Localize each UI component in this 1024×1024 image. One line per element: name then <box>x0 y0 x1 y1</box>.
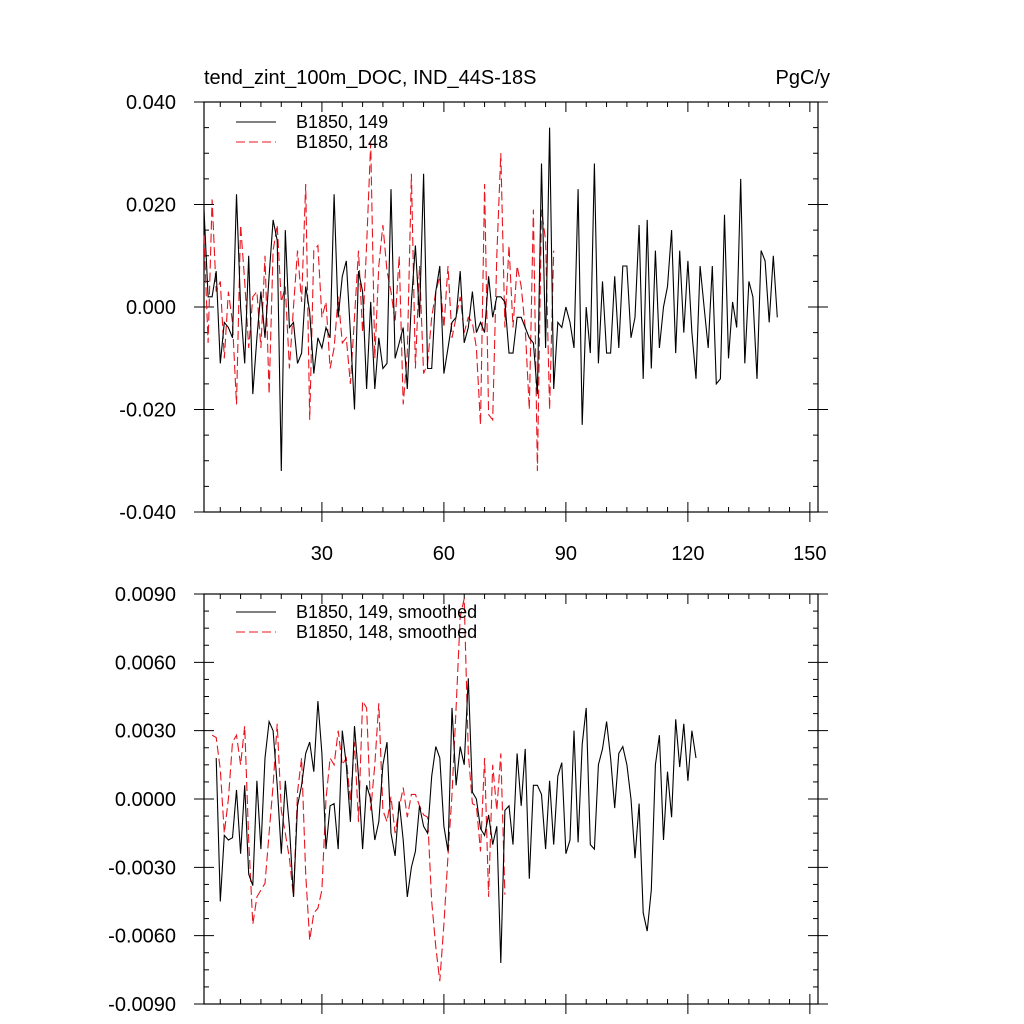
legend-label: B1850, 149 <box>296 112 388 132</box>
y-tick-label: 0.0090 <box>115 584 176 606</box>
x-tick-label: 120 <box>671 543 704 565</box>
y-tick-label: 0.040 <box>126 92 176 114</box>
plot-frame <box>203 101 819 513</box>
y-tick-label: 0.020 <box>126 195 176 217</box>
y-tick-label: 0.000 <box>126 297 176 319</box>
top-panel: 30 60 90 120 150 -0.040 -0.020 0.000 0.020 0.040 B… <box>119 92 828 565</box>
y-tick-label: 0.0000 <box>115 789 176 811</box>
series-line-148 <box>203 142 555 472</box>
y-tick-label: -0.020 <box>119 400 176 422</box>
y-tick-label: 0.0030 <box>115 721 176 743</box>
y-tick-label: -0.040 <box>119 502 176 524</box>
series-line-148 <box>211 598 506 982</box>
x-tick-label: 150 <box>793 543 826 565</box>
bottom-panel: -0.0090 -0.0060 -0.0030 0.0000 0.0030 0.0060 0… <box>108 584 828 1016</box>
y-tick-label: -0.0030 <box>108 857 176 879</box>
y-tick-label: -0.0060 <box>108 926 176 948</box>
series-line-149 <box>203 127 778 472</box>
plot-frame <box>203 593 819 1005</box>
legend-label: B1850, 148 <box>296 132 388 152</box>
y-tick-label: 0.0060 <box>115 652 176 674</box>
y-tick-label: -0.0090 <box>108 994 176 1016</box>
x-tick-label: 60 <box>433 543 455 565</box>
chart-title: tend_zint_100m_DOC, IND_44S-18S <box>204 67 536 89</box>
x-tick-label: 90 <box>555 543 577 565</box>
x-tick-label: 30 <box>311 543 333 565</box>
series-line-149 <box>215 678 697 964</box>
legend-label: B1850, 148, smoothed <box>296 622 477 642</box>
legend-label: B1850, 149, smoothed <box>296 602 477 622</box>
units-label: PgC/y <box>776 67 830 89</box>
